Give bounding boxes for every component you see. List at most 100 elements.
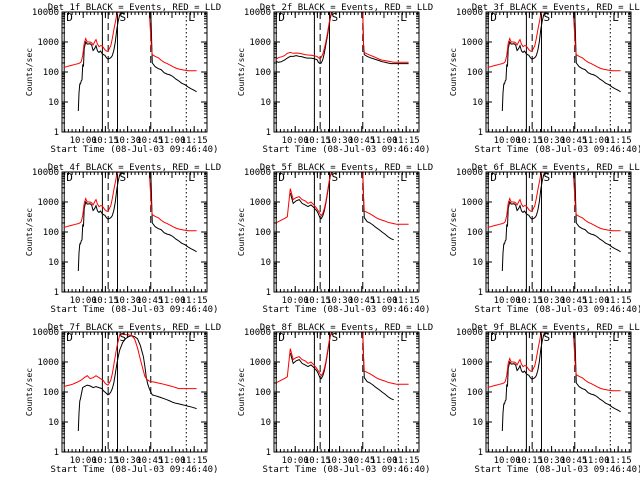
y-tick-label: 100	[43, 228, 59, 238]
y-tick-label: 100	[255, 388, 271, 398]
y-tick-label: 10	[472, 98, 483, 108]
y-tick-label: 10	[472, 418, 483, 428]
y-tick-label: 10000	[32, 328, 59, 338]
y-tick-label: 10000	[456, 168, 483, 178]
panel-title: Det 1f BLACK = Events, RED = LLD	[48, 3, 221, 13]
events-series-line	[289, 172, 394, 241]
x-tick-label: 11:00	[582, 296, 609, 306]
y-tick-label: 1	[266, 288, 271, 298]
series-group	[487, 172, 621, 272]
y-axis-label: Counts/sec	[237, 48, 246, 96]
y-tick-label: 100	[467, 388, 483, 398]
event-marker-label: S	[543, 331, 550, 344]
panel-title: Det 7f BLACK = Events, RED = LLD	[48, 323, 221, 333]
event-marker-label: S	[331, 11, 338, 24]
plot-frame	[61, 171, 208, 293]
y-tick-label: 10	[260, 98, 271, 108]
x-tick-label: 11:15	[393, 136, 420, 146]
x-tick-label: 10:30	[538, 296, 565, 306]
plot-frame	[273, 171, 420, 293]
events-series-line	[289, 332, 394, 401]
plot-frame	[273, 11, 420, 133]
x-tick-label: 11:00	[370, 136, 397, 146]
x-tick-label: 10:45	[348, 136, 375, 146]
y-tick-label: 10	[48, 418, 59, 428]
y-tick-label: 10	[48, 98, 59, 108]
event-marker-label: S	[543, 11, 550, 24]
x-tick-label: 11:15	[181, 296, 208, 306]
x-tick-label: 10:30	[114, 456, 141, 466]
series-group	[275, 332, 409, 401]
event-marker-label: D	[278, 331, 285, 344]
x-tick-label: 10:15	[92, 296, 119, 306]
y-tick-label: 1000	[249, 198, 271, 208]
panel-title: Det 3f BLACK = Events, RED = LLD	[472, 3, 640, 13]
event-marker-label: D	[490, 331, 497, 344]
y-tick-label: 1	[266, 448, 271, 458]
panel-title: Det 6f BLACK = Events, RED = LLD	[472, 163, 640, 173]
event-marker-label: D	[490, 11, 497, 24]
events-series-line	[77, 172, 197, 272]
lld-series-line	[63, 12, 197, 72]
x-tick-label: 10:15	[304, 296, 331, 306]
lld-series-line	[487, 12, 621, 72]
events-series-line	[501, 172, 621, 272]
x-tick-label: 11:00	[158, 456, 185, 466]
x-tick-label: 10:00	[70, 296, 97, 306]
y-tick-label: 10000	[32, 168, 59, 178]
x-tick-label: 11:00	[158, 136, 185, 146]
y-tick-label: 1000	[37, 358, 59, 368]
y-tick-label: 10000	[244, 328, 271, 338]
x-axis-label: Start Time (08-Jul-03 09:46:40)	[475, 145, 640, 155]
x-tick-label: 10:30	[538, 136, 565, 146]
event-marker-label: D	[66, 171, 73, 184]
y-tick-label: 1	[54, 448, 59, 458]
y-tick-label: 1000	[249, 358, 271, 368]
x-tick-label: 10:30	[326, 136, 353, 146]
events-series-line	[275, 12, 409, 65]
x-axis-label: Start Time (08-Jul-03 09:46:40)	[263, 305, 431, 315]
series-group	[275, 172, 409, 241]
event-marker-label: D	[278, 11, 285, 24]
x-tick-label: 10:00	[282, 136, 309, 146]
x-tick-label: 11:00	[582, 136, 609, 146]
event-marker-label: S	[543, 171, 550, 184]
events-series-line	[77, 12, 197, 112]
event-marker-label: S	[119, 171, 126, 184]
x-tick-label: 10:00	[494, 136, 521, 146]
plot-frame	[273, 331, 420, 453]
x-tick-label: 10:15	[304, 456, 331, 466]
x-tick-label: 10:00	[494, 456, 521, 466]
x-tick-label: 10:00	[70, 136, 97, 146]
plot-frame	[61, 331, 208, 453]
x-tick-label: 11:00	[158, 296, 185, 306]
x-tick-label: 10:15	[516, 136, 543, 146]
series-group	[487, 12, 621, 112]
plot-frame	[485, 171, 632, 293]
panel-title: Det 4f BLACK = Events, RED = LLD	[48, 163, 221, 173]
y-tick-label: 100	[255, 68, 271, 78]
x-axis-label: Start Time (08-Jul-03 09:46:40)	[51, 465, 219, 475]
x-tick-label: 10:30	[114, 296, 141, 306]
y-tick-label: 1000	[37, 38, 59, 48]
panel-title: Det 8f BLACK = Events, RED = LLD	[260, 323, 433, 333]
x-tick-label: 10:00	[494, 296, 521, 306]
panel-title: Det 2f BLACK = Events, RED = LLD	[260, 3, 433, 13]
event-marker-label: S	[331, 171, 338, 184]
series-group	[63, 333, 197, 432]
event-marker-label: S	[331, 331, 338, 344]
series-group	[63, 12, 197, 112]
x-tick-label: 10:15	[516, 456, 543, 466]
event-marker-label: L	[612, 171, 619, 184]
series-group	[63, 172, 197, 272]
series-group	[275, 12, 409, 65]
y-axis-label: Counts/sec	[237, 208, 246, 256]
x-tick-label: 10:15	[304, 136, 331, 146]
y-tick-label: 1	[478, 128, 483, 138]
